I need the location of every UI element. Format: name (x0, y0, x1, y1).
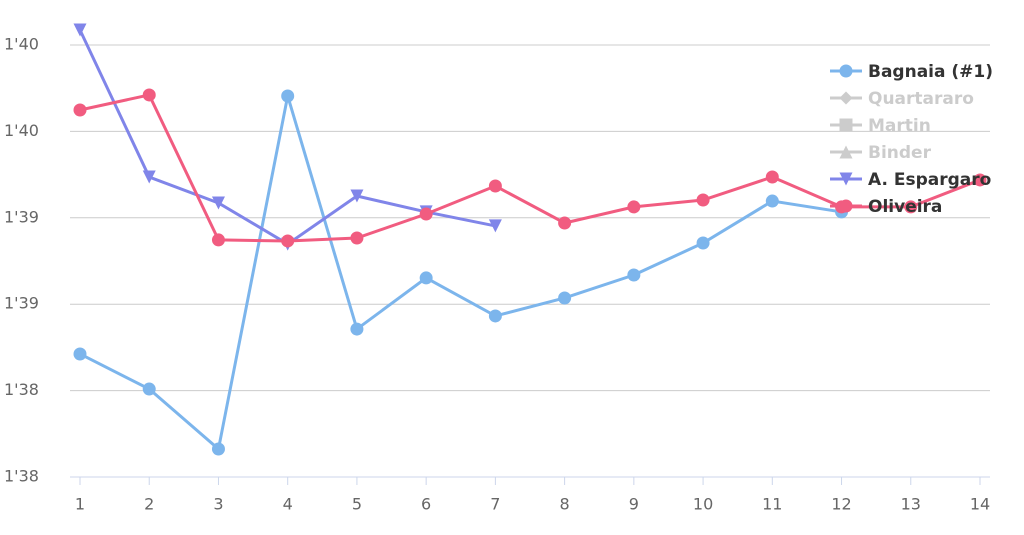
x-tick-label: 8 (560, 495, 570, 514)
x-tick-label: 1 (75, 495, 85, 514)
legend-label: Bagnaia (#1) (868, 62, 993, 82)
data-point (73, 23, 87, 37)
data-point (211, 233, 225, 247)
data-point (973, 173, 987, 187)
x-tick-label: 2 (144, 495, 154, 514)
y-tick-label: 1'39 (4, 207, 39, 226)
data-point (558, 216, 572, 230)
legend-item[interactable]: Martin (830, 116, 931, 136)
data-point (488, 219, 502, 233)
x-tick-label: 14 (970, 495, 990, 514)
data-point (211, 442, 225, 456)
data-point (142, 88, 156, 102)
data-point (696, 236, 710, 250)
data-point (211, 196, 225, 210)
legend-item[interactable]: Oliveira (830, 197, 942, 217)
data-point (488, 179, 502, 193)
x-tick-label: 7 (490, 495, 500, 514)
legend-symbol (839, 64, 853, 78)
data-point (350, 231, 364, 245)
series-line (79, 93, 981, 243)
legend-item[interactable]: Quartararo (830, 89, 974, 109)
data-point (281, 234, 295, 248)
x-tick-label: 3 (213, 495, 223, 514)
y-tick-label: 1'40 (4, 121, 39, 140)
data-point (488, 309, 502, 323)
y-tick-label: 1'38 (4, 467, 39, 486)
data-point (627, 268, 641, 282)
data-point (419, 207, 433, 221)
legend-symbol (839, 118, 853, 132)
data-point (419, 271, 433, 285)
data-point (142, 382, 156, 396)
legend-item[interactable]: Binder (830, 143, 932, 163)
legend-symbol (839, 91, 853, 105)
y-tick-label: 1'38 (4, 380, 39, 399)
x-tick-label: 6 (421, 495, 431, 514)
legend-item[interactable]: Bagnaia (#1) (830, 62, 993, 82)
x-tick-label: 10 (693, 495, 713, 514)
data-point (350, 322, 364, 336)
data-point (73, 103, 87, 117)
legend-label: Quartararo (868, 89, 974, 109)
legend-label: A. Espargaro (868, 170, 991, 190)
x-tick-label: 12 (831, 495, 851, 514)
data-point (558, 291, 572, 305)
series-line (79, 95, 842, 452)
data-point (696, 193, 710, 207)
legend-symbol (839, 199, 853, 213)
legend-label: Oliveira (868, 197, 942, 217)
x-tick-label: 13 (901, 495, 921, 514)
legend-label: Martin (868, 116, 931, 136)
data-point (765, 170, 779, 184)
data-point (142, 170, 156, 184)
x-tick-label: 9 (629, 495, 639, 514)
y-tick-label: 1'40 (4, 35, 39, 54)
legend-symbol (839, 172, 853, 186)
data-point (73, 347, 87, 361)
legend-item[interactable]: A. Espargaro (830, 170, 991, 190)
y-tick-label: 1'39 (4, 294, 39, 313)
data-point (627, 200, 641, 214)
data-point (350, 189, 364, 203)
data-point (904, 200, 918, 214)
x-tick-label: 11 (762, 495, 782, 514)
legend-label: Binder (868, 143, 932, 163)
data-point (765, 194, 779, 208)
x-tick-label: 4 (283, 495, 293, 514)
data-point (281, 89, 295, 103)
legend-symbol (839, 145, 853, 159)
x-tick-label: 5 (352, 495, 362, 514)
